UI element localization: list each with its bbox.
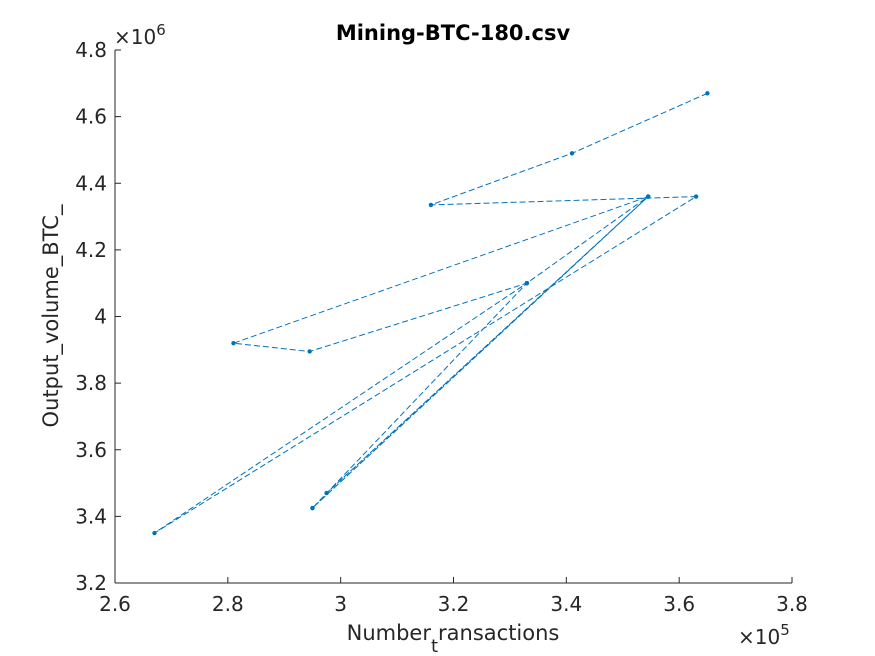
- y-tick-label: 4.8: [75, 38, 107, 62]
- y-tick-label: 4.4: [75, 171, 107, 195]
- y-axis-exponent: ×106: [114, 21, 166, 49]
- x-axis-exponent: ×105: [738, 621, 790, 649]
- y-tick-label: 4: [94, 305, 107, 329]
- x-tick-label: 3.2: [438, 592, 470, 616]
- plot-area: [115, 50, 792, 583]
- y-axis-label: Output_volume_BTC_: [39, 204, 64, 427]
- data-point: [705, 91, 710, 96]
- x-axis-label: Numbertransactions: [347, 621, 560, 656]
- data-point: [310, 505, 315, 511]
- data-point: [307, 349, 312, 354]
- data-point: [152, 530, 157, 536]
- x-tick-label: 2.8: [212, 592, 244, 616]
- x-tick-label: 3: [334, 592, 347, 616]
- y-tick-label: 4.2: [75, 238, 107, 262]
- y-tick-label: 3.4: [75, 504, 107, 528]
- y-tick-label: 3.8: [75, 371, 107, 395]
- x-tick-label: 3.6: [663, 592, 695, 616]
- y-tick-label: 4.6: [75, 105, 107, 129]
- y-tick-label: 3.6: [75, 438, 107, 462]
- data-point: [569, 151, 575, 156]
- data-point: [231, 340, 236, 346]
- data-point: [324, 490, 329, 496]
- data-point: [693, 194, 699, 199]
- x-tick-label: 2.6: [99, 592, 131, 616]
- chart-title: Mining-BTC-180.csv: [336, 21, 571, 45]
- x-tick-label: 3.4: [550, 592, 582, 616]
- data-point: [524, 280, 530, 286]
- y-tick-label: 3.2: [75, 571, 107, 595]
- data-point: [645, 194, 651, 199]
- x-tick-label: 3.8: [776, 592, 808, 616]
- data-point: [428, 202, 434, 208]
